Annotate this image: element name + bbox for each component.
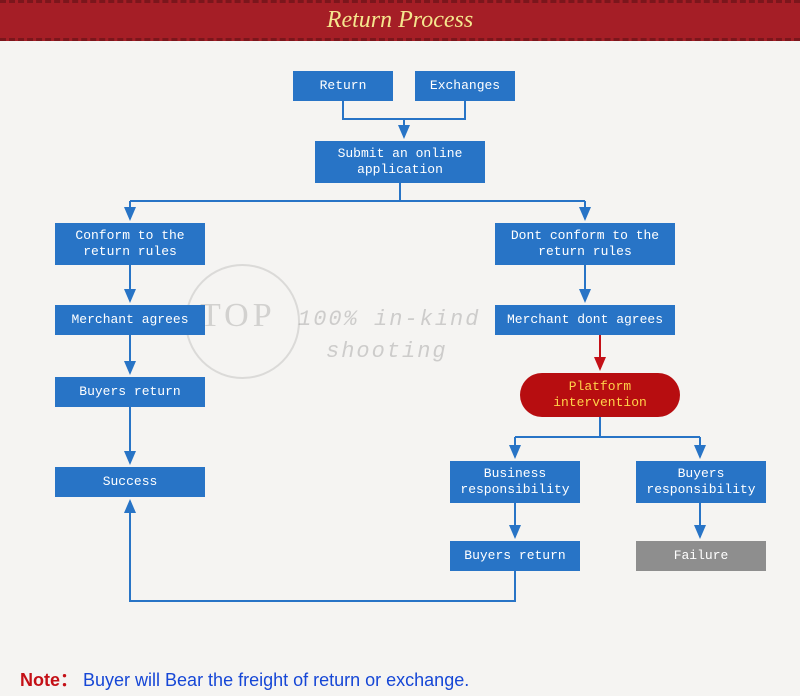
node-buyers-return-2-label: Buyers return [464, 548, 565, 564]
node-merchant-agrees-label: Merchant agrees [71, 312, 188, 328]
node-business-responsibility: Business responsibility [450, 461, 580, 503]
node-business-responsibility-label: Business responsibility [460, 466, 569, 497]
note-text: Buyer will Bear the freight of return or… [83, 670, 469, 690]
node-success: Success [55, 467, 205, 497]
node-buyers-return-2: Buyers return [450, 541, 580, 571]
footer-note: Note： Buyer will Bear the freight of ret… [20, 666, 469, 692]
node-buyers-responsibility-label: Buyers responsibility [646, 466, 755, 497]
node-dont-conform: Dont conform to the return rules [495, 223, 675, 265]
watermark-top: TOP [200, 297, 276, 335]
node-failure: Failure [636, 541, 766, 571]
node-submit-label: Submit an online application [338, 146, 463, 177]
header-bar: Return Process [0, 0, 800, 41]
node-exchanges-label: Exchanges [430, 78, 500, 94]
node-platform-intervention: Platform intervention [520, 373, 680, 417]
node-platform-intervention-label: Platform intervention [553, 379, 647, 410]
node-exchanges: Exchanges [415, 71, 515, 101]
node-buyers-return-1: Buyers return [55, 377, 205, 407]
node-return: Return [293, 71, 393, 101]
node-merchant-dont-agrees: Merchant dont agrees [495, 305, 675, 335]
node-dont-conform-label: Dont conform to the return rules [511, 228, 659, 259]
watermark-line1: 100% in-kind [298, 307, 480, 332]
node-buyers-return-1-label: Buyers return [79, 384, 180, 400]
note-label: Note： [20, 670, 78, 690]
node-merchant-dont-agrees-label: Merchant dont agrees [507, 312, 663, 328]
node-failure-label: Failure [674, 548, 729, 564]
node-buyers-responsibility: Buyers responsibility [636, 461, 766, 503]
node-submit: Submit an online application [315, 141, 485, 183]
node-conform-label: Conform to the return rules [75, 228, 184, 259]
node-merchant-agrees: Merchant agrees [55, 305, 205, 335]
node-return-label: Return [320, 78, 367, 94]
flow-arrows [0, 41, 800, 696]
flowchart-canvas: TOP 100% in-kind shooting [0, 41, 800, 696]
node-conform: Conform to the return rules [55, 223, 205, 265]
watermark-line2: shooting [326, 339, 448, 364]
node-success-label: Success [103, 474, 158, 490]
header-title: Return Process [327, 7, 473, 33]
